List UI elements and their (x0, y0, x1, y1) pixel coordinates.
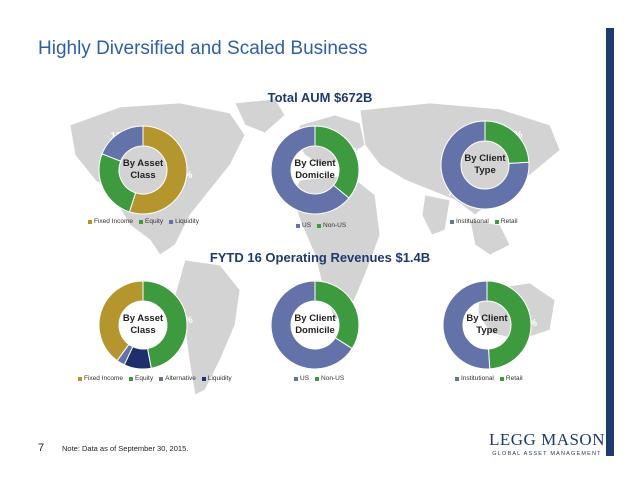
donut-slice-us (270, 125, 350, 215)
donut-chart-5 (270, 280, 360, 370)
legend-swatch (129, 376, 134, 381)
legend-swatch (499, 376, 504, 381)
legend-entry: Liquidity (169, 218, 199, 225)
legend-entry: US (296, 222, 311, 229)
legend-entry: Institutional (450, 218, 489, 225)
map-greenland (234, 98, 286, 134)
legend-entry: Retail (499, 375, 523, 382)
legend-label: Equity (145, 218, 164, 225)
donut-chart-1 (98, 125, 188, 215)
donut-center-label: By Asset Class (122, 313, 164, 336)
legend-label: Fixed Income (94, 218, 134, 225)
donut-legend: Fixed Income Equity Liquidity (88, 218, 199, 225)
legend-swatch (455, 376, 459, 381)
donut-slice-retail (486, 280, 532, 370)
donut-center-label: By Asset Class (122, 158, 164, 181)
logo-name: LEGG MASON (489, 430, 605, 449)
legend-label: Retail (500, 218, 518, 225)
donut-slice-non-us (314, 125, 360, 199)
legend-swatch (88, 219, 92, 224)
donut-chart-2 (270, 125, 360, 215)
legend-label: Liquidity (207, 375, 232, 382)
legend-label: Institutional (456, 218, 489, 225)
legend-label: US (302, 222, 312, 229)
donut-center-label: By Client Type (466, 313, 508, 336)
legend-label: Non-US (323, 222, 347, 229)
legend-swatch (139, 219, 144, 224)
donut-legend: US Non-US (294, 375, 344, 382)
donut-slice-liquidity (101, 125, 144, 162)
donut-center-label: By Client Type (464, 153, 506, 176)
legend-label: US (300, 375, 310, 382)
legend-label: Equity (135, 375, 154, 382)
legend-label: Retail (505, 375, 523, 382)
legend-entry: Alternative (159, 375, 196, 382)
legend-swatch (315, 376, 320, 381)
legend-swatch (494, 219, 499, 224)
accent-bar (606, 28, 614, 456)
legend-entry: Retail (494, 218, 518, 225)
slide-title: Highly Diversified and Scaled Business (38, 38, 368, 59)
donut-slice-fixed-income (128, 125, 188, 215)
footnote: Note: Data as of September 30, 2015. (62, 444, 189, 453)
donut-slice-us (270, 280, 353, 370)
legend-entry: Liquidity (201, 375, 232, 382)
map-southeast-asia (469, 219, 511, 256)
donut-slice-equity (142, 280, 188, 369)
legend-entry: Equity (139, 218, 163, 225)
legend-swatch (296, 223, 300, 228)
section-aum-title: Total AUM $672B (267, 90, 373, 105)
donut-chart-4 (98, 280, 188, 370)
legend-label: Fixed Income (84, 375, 124, 382)
legend-label: Institutional (461, 375, 494, 382)
donut-center-label: By Client Domicile (294, 158, 336, 181)
donut-slice-institutional (442, 280, 491, 370)
legend-swatch (317, 223, 322, 228)
legend-entry: Non-US (317, 222, 346, 229)
logo-tagline: GLOBAL ASSET MANAGEMENT (492, 451, 602, 457)
legg-mason-logo: LEGG MASON GLOBAL ASSET MANAGEMENT (488, 430, 606, 457)
legend-label: Alternative (165, 375, 196, 382)
legend-entry: Equity (129, 375, 153, 382)
section-revenue-title: FYTD 16 Operating Revenues $1.4B (209, 250, 431, 265)
legend-swatch (78, 376, 82, 381)
legend-entry: Fixed Income (88, 218, 133, 225)
legend-swatch (294, 376, 298, 381)
legend-entry: Institutional (455, 375, 494, 382)
page-number: 7 (38, 442, 45, 454)
legend-swatch (159, 376, 164, 381)
donut-center-label: By Client Domicile (294, 313, 336, 336)
donut-slice-institutional (440, 120, 530, 210)
legend-entry: US (294, 375, 309, 382)
legend-label: Liquidity (175, 218, 199, 225)
donut-legend: Fixed Income Equity Alternative Liquidity (78, 375, 232, 382)
donut-slice-fixed-income (98, 280, 144, 362)
legend-swatch (169, 219, 174, 224)
donut-legend: Institutional Retail (455, 375, 523, 382)
legend-swatch (201, 376, 206, 381)
donut-slice-non-us (314, 280, 360, 350)
legend-entry: Fixed Income (78, 375, 123, 382)
map-india (421, 194, 451, 236)
donut-chart-6 (442, 280, 532, 370)
legend-entry: Non-US (315, 375, 344, 382)
legend-swatch (450, 219, 454, 224)
donut-legend: Institutional Retail (450, 218, 518, 225)
legend-label: Non-US (321, 375, 345, 382)
donut-legend: US Non-US (296, 222, 346, 229)
donut-chart-3 (440, 120, 530, 210)
